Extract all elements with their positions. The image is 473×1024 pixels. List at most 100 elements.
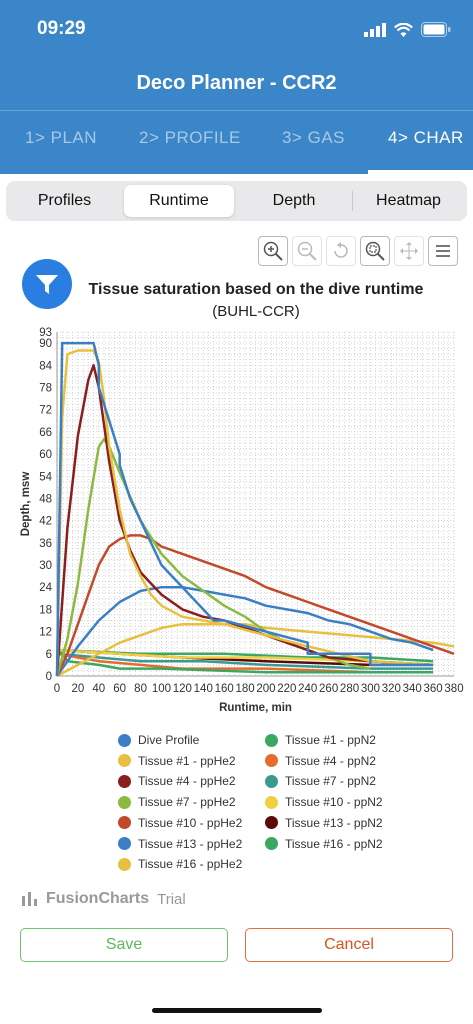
y-tick-label: 93	[39, 327, 52, 339]
y-tick-label: 42	[39, 516, 52, 528]
menu-icon	[436, 245, 450, 257]
x-tick-label: 20	[71, 683, 84, 695]
x-tick-label: 120	[173, 683, 192, 695]
legend-item[interactable]: Tissue #1 - ppN2	[265, 733, 376, 747]
legend-marker	[265, 754, 278, 768]
selection-zoom-icon	[365, 241, 385, 261]
legend-label: Tissue #16 - ppN2	[285, 836, 383, 851]
x-tick-label: 300	[361, 683, 380, 695]
app-header: 09:29 Deco Planner - CCR2 1> PLAN 2> PRO…	[0, 0, 473, 174]
x-tick-label: 80	[134, 683, 147, 695]
legend-marker	[118, 857, 131, 871]
tissue-saturation-chart[interactable]: 0 20 40 60 80 100 120 140 160 180 200 220 240 260 280 3…	[0, 320, 473, 720]
chart-title: Tissue saturation based on the dive runt…	[88, 281, 424, 298]
page-title: Deco Planner - CCR2	[136, 72, 337, 94]
filter-icon	[36, 275, 58, 294]
chart-menu-button[interactable]	[428, 236, 458, 266]
legend-item[interactable]: Tissue #4 - ppN2	[265, 754, 376, 768]
segment-depth[interactable]: Depth	[272, 192, 316, 209]
legend-item[interactable]: Tissue #13 - ppHe2	[118, 837, 242, 851]
y-tick-label: 72	[39, 405, 52, 417]
zoom-in-button[interactable]	[258, 236, 288, 266]
legend-marker	[265, 837, 278, 850]
fusioncharts-trial-logo: FusionCharts Trial	[22, 890, 186, 908]
active-tab-indicator	[368, 170, 473, 174]
wifi-icon	[394, 22, 413, 37]
reset-zoom-button[interactable]	[326, 236, 356, 266]
zoom-out-icon	[297, 241, 317, 261]
series-line-dive-profile	[55, 341, 434, 677]
zoom-out-button[interactable]	[292, 236, 322, 266]
x-tick-label: 160	[215, 683, 234, 695]
tab-profile[interactable]: 2> PROFILE	[139, 128, 241, 147]
chart-toolbar	[258, 236, 458, 266]
trial-label: Trial	[157, 890, 186, 908]
legend-label: Tissue #4 - ppHe2	[138, 774, 236, 789]
legend-item[interactable]: Tissue #7 - ppHe2	[118, 795, 236, 809]
home-indicator	[152, 1008, 322, 1013]
y-tick-label: 66	[39, 427, 52, 439]
legend-item[interactable]: Tissue #10 - ppN2	[265, 795, 383, 809]
series-line-tissue-1-ppn2	[56, 649, 434, 674]
legend-marker	[118, 754, 131, 768]
y-tick-label: 12	[39, 627, 52, 639]
segment-heatmap[interactable]: Heatmap	[376, 192, 441, 209]
legend-label: Tissue #10 - ppHe2	[138, 815, 243, 830]
segment-runtime[interactable]: Runtime	[124, 185, 234, 217]
segment-profiles[interactable]: Profiles	[37, 192, 92, 209]
y-tick-label: 6	[46, 649, 52, 661]
legend-item[interactable]: Tissue #10 - ppHe2	[118, 816, 242, 830]
legend-item[interactable]: Tissue #1 - ppHe2	[118, 754, 236, 768]
x-tick-label: 280	[340, 683, 359, 695]
series-line-tissue-16-pphe2	[56, 622, 455, 678]
bar-chart-icon	[22, 892, 37, 906]
pan-icon	[400, 242, 418, 260]
cancel-button[interactable]: Cancel	[245, 928, 453, 962]
x-tick-label: 240	[298, 683, 317, 695]
series-line-tissue-1-pphe2	[55, 349, 434, 677]
fusioncharts-label: FusionCharts	[46, 890, 150, 907]
legend-label: Tissue #16 - ppHe2	[138, 857, 243, 872]
legend-label: Dive Profile	[138, 733, 200, 747]
x-tick-label: 180	[235, 683, 254, 695]
tab-gas[interactable]: 3> GAS	[282, 128, 346, 147]
tab-plan[interactable]: 1> PLAN	[25, 128, 98, 147]
legend-label: Tissue #4 - ppN2	[285, 753, 376, 768]
legend-item[interactable]: Tissue #16 - ppHe2	[118, 857, 242, 871]
chart-type-segmented-control: Profiles Runtime Depth Heatmap	[6, 181, 467, 221]
x-tick-label: 260	[319, 683, 338, 695]
legend-item[interactable]: Tissue #13 - ppN2	[265, 816, 383, 830]
legend-item[interactable]: Tissue #16 - ppN2	[265, 837, 383, 851]
chart-subtitle: (BUHL-CCR)	[212, 303, 300, 320]
legend-item[interactable]: Dive Profile	[118, 733, 199, 747]
y-tick-label: 78	[39, 382, 52, 394]
main-tabs: 1> PLAN 2> PROFILE 3> GAS 4> CHAR	[0, 128, 473, 158]
x-tick-label: 340	[403, 683, 422, 695]
legend-item[interactable]: Tissue #7 - ppN2	[265, 774, 376, 788]
legend-label: Tissue #7 - ppHe2	[138, 795, 236, 810]
y-tick-label: 48	[39, 493, 52, 505]
legend-marker	[118, 837, 131, 850]
legend-label: Tissue #1 - ppHe2	[138, 753, 236, 768]
status-icons	[364, 22, 451, 37]
legend-marker	[118, 733, 131, 747]
x-tick-label: 360	[424, 683, 443, 695]
y-tick-label: 0	[46, 671, 52, 683]
header-divider	[0, 110, 473, 111]
legend-marker	[118, 774, 131, 788]
tab-charts[interactable]: 4> CHAR	[388, 128, 464, 147]
status-bar: 09:29	[0, 0, 473, 60]
x-tick-label: 100	[152, 683, 171, 695]
x-tick-label: 380	[444, 683, 463, 695]
legend-item[interactable]: Tissue #4 - ppHe2	[118, 774, 236, 788]
filter-button[interactable]	[22, 259, 72, 309]
save-button[interactable]: Save	[20, 928, 228, 962]
x-tick-label: 60	[113, 683, 126, 695]
legend-label: Tissue #7 - ppN2	[285, 774, 376, 789]
pan-button[interactable]	[394, 236, 424, 266]
x-tick-label: 220	[277, 683, 296, 695]
series-line-tissue-4-pphe2	[55, 364, 434, 677]
x-axis-label: Runtime, min	[219, 702, 292, 714]
selection-zoom-button[interactable]	[360, 236, 390, 266]
segment-separator	[352, 191, 353, 211]
